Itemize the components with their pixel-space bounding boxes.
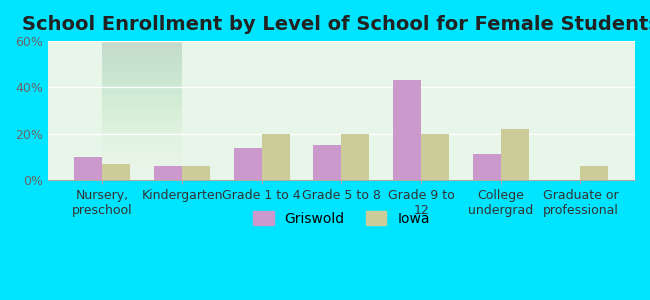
Bar (313, 145, 341, 180)
Bar (234, 148, 262, 180)
Bar (75, 157, 102, 180)
Bar (393, 80, 421, 180)
Bar (500, 129, 528, 180)
Bar (262, 134, 289, 180)
Title: School Enrollment by Level of School for Female Students: School Enrollment by Level of School for… (23, 15, 650, 34)
Legend: Griswold, Iowa: Griswold, Iowa (247, 206, 436, 231)
Bar (154, 166, 182, 180)
Bar (341, 134, 369, 180)
Bar (473, 154, 501, 180)
Bar (580, 166, 608, 180)
Bar (182, 166, 210, 180)
Bar (102, 164, 130, 180)
Bar (421, 134, 449, 180)
